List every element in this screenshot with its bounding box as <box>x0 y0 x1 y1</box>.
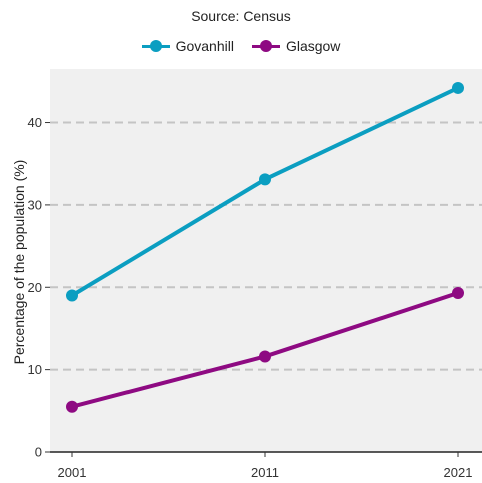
legend: Govanhill Glasgow <box>0 38 482 54</box>
point-govanhill-2011 <box>259 173 271 186</box>
x-tick-label-2001: 2001 <box>58 465 87 480</box>
legend-item-glasgow: Glasgow <box>251 38 341 54</box>
legend-item-govanhill: Govanhill <box>141 38 234 54</box>
legend-key-govanhill <box>141 39 170 53</box>
y-tick-label-40: 40 <box>28 115 42 130</box>
y-tick-label-20: 20 <box>28 280 42 295</box>
point-govanhill-2001 <box>66 289 78 302</box>
point-govanhill-2021 <box>452 81 464 94</box>
legend-label-glasgow: Glasgow <box>285 38 341 54</box>
x-tick-label-2011: 2011 <box>251 465 279 480</box>
y-tick-label-30: 30 <box>28 197 42 212</box>
y-tick-label-10: 10 <box>28 362 42 377</box>
point-glasgow-2011 <box>259 350 271 363</box>
y-tick-label-0: 0 <box>35 445 42 460</box>
plot-background <box>50 69 482 452</box>
x-tick-label-2021: 2021 <box>444 465 473 480</box>
point-glasgow-2021 <box>452 287 464 300</box>
legend-label-govanhill: Govanhill <box>175 38 234 54</box>
point-glasgow-2001 <box>66 400 78 413</box>
chart-subtitle: Source: Census <box>191 8 291 24</box>
legend-key-glasgow <box>251 39 280 53</box>
